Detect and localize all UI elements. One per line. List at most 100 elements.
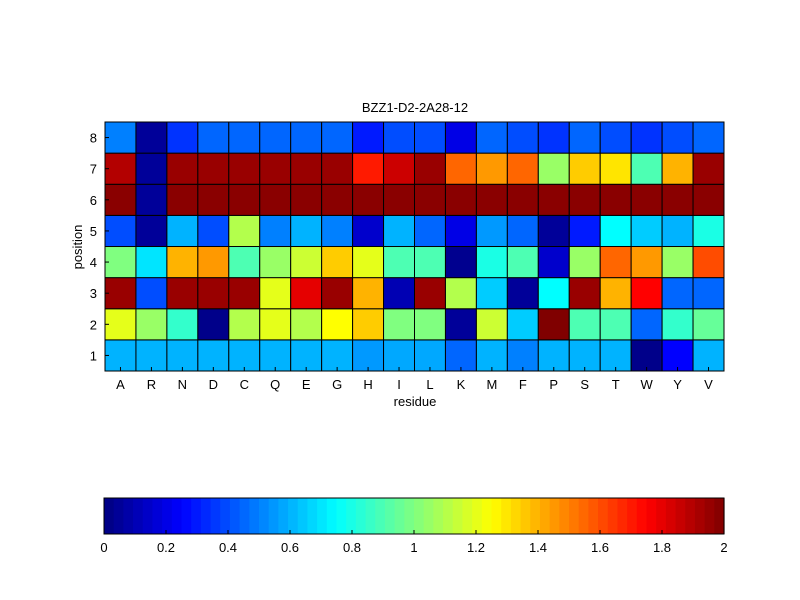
heatmap-cell-P-7 — [537, 152, 570, 185]
heatmap-cell-A-4 — [104, 246, 137, 279]
heatmap-cell-Q-6 — [259, 183, 292, 216]
colorbar-segment — [355, 498, 367, 534]
x-tick-label: P — [549, 377, 558, 392]
colorbar-segment — [452, 498, 464, 534]
heatmap-cell-Q-2 — [259, 308, 292, 341]
colorbar-segment — [414, 498, 425, 534]
heatmap-cell-L-5 — [414, 214, 446, 248]
heatmap-cell-W-2 — [630, 308, 663, 341]
y-tick-label: 5 — [90, 224, 97, 239]
x-axis-label: residue — [394, 394, 437, 409]
heatmap-cell-W-4 — [630, 246, 663, 279]
y-tick-label: 8 — [90, 131, 97, 146]
colorbar-segment — [520, 498, 531, 534]
heatmap-cell-I-8 — [383, 121, 415, 154]
heatmap-cell-L-6 — [414, 183, 446, 216]
colorbar-segment — [336, 498, 347, 534]
colorbar-segment — [384, 498, 396, 534]
colorbar-segment — [133, 498, 144, 534]
heatmap-cell-I-7 — [383, 152, 415, 185]
heatmap-cell-H-5 — [352, 214, 385, 248]
heatmap-cell-I-4 — [383, 246, 415, 279]
colorbar-segment — [481, 498, 493, 534]
heatmap-cell-Q-8 — [259, 121, 292, 154]
colorbar-segment — [646, 498, 657, 534]
colorbar-segment — [588, 498, 599, 534]
heatmap-cell-M-2 — [475, 308, 508, 341]
colorbar-segment — [462, 498, 473, 534]
heatmap-cell-Q-5 — [259, 214, 292, 248]
x-tick-label: I — [397, 377, 401, 392]
colorbar-segment — [200, 498, 212, 534]
heatmap-cell-F-3 — [506, 277, 539, 310]
x-tick-label: A — [116, 377, 125, 392]
x-tick-label: F — [519, 377, 527, 392]
heatmap-cell-A-6 — [104, 183, 137, 216]
colorbar-segment — [569, 498, 580, 534]
heatmap-cell-G-6 — [321, 183, 354, 216]
colorbar-segment — [675, 498, 686, 534]
colorbar-tick-label: 0.2 — [157, 540, 175, 555]
heatmap-cell-V-2 — [692, 308, 725, 341]
heatmap-cell-M-7 — [475, 152, 508, 185]
heatmap-cell-G-5 — [321, 214, 354, 248]
colorbar-segment — [607, 498, 619, 534]
colorbar-tick-label: 1.6 — [591, 540, 609, 555]
heatmap-cell-G-2 — [321, 308, 354, 341]
heatmap-cell-M-3 — [475, 277, 508, 310]
heatmap-cell-D-6 — [197, 183, 230, 216]
heatmap-cell-L-3 — [414, 277, 446, 310]
colorbar-segment — [423, 498, 434, 534]
heatmap-cell-P-5 — [537, 214, 570, 248]
heatmap-cell-Q-7 — [259, 152, 292, 185]
colorbar-segment — [181, 498, 192, 534]
colorbar-segment — [229, 498, 241, 534]
heatmap-cell-W-3 — [630, 277, 663, 310]
heatmap-cell-V-5 — [692, 214, 725, 248]
heatmap-cell-N-7 — [166, 152, 199, 185]
heatmap-cell-L-8 — [414, 121, 446, 154]
x-tick-label: T — [612, 377, 620, 392]
heatmap-cell-A-2 — [104, 308, 137, 341]
heatmap-cell-R-6 — [135, 183, 168, 216]
heatmap-cell-Y-7 — [661, 152, 694, 185]
heatmap-cell-S-1 — [568, 339, 601, 372]
heatmap-cell-G-4 — [321, 246, 354, 279]
colorbar-segment — [307, 498, 318, 534]
heatmap-cell-M-1 — [475, 339, 508, 372]
colorbar-segment — [123, 498, 134, 534]
colorbar-segment — [288, 498, 299, 534]
heatmap-cell-L-2 — [414, 308, 446, 341]
heatmap-cell-S-3 — [568, 277, 601, 310]
heatmap-cell-S-5 — [568, 214, 601, 248]
heatmap-cell-T-7 — [599, 152, 632, 185]
heatmap-cell-W-1 — [630, 339, 663, 372]
colorbar-segment — [530, 498, 541, 534]
heatmap-cell-F-1 — [506, 339, 539, 372]
colorbar-segment — [627, 498, 638, 534]
heatmap-cell-K-1 — [444, 339, 477, 372]
heatmap-cell-H-1 — [352, 339, 385, 372]
x-tick-label: L — [426, 377, 433, 392]
heatmap-cell-C-6 — [228, 183, 261, 216]
heatmap-cell-E-1 — [290, 339, 323, 372]
colorbar-segment — [472, 498, 483, 534]
heatmap-cell-Y-2 — [661, 308, 694, 341]
heatmap-cell-Q-1 — [259, 339, 292, 372]
heatmap-cell-K-7 — [444, 152, 477, 185]
heatmap-cell-F-5 — [506, 214, 539, 248]
heatmap-cell-R-8 — [135, 121, 168, 154]
heatmap-cell-N-2 — [166, 308, 199, 341]
heatmap-cell-L-7 — [414, 152, 446, 185]
colorbar-segment — [113, 498, 124, 534]
heatmap-cell-M-5 — [475, 214, 508, 248]
heatmap-cell-R-5 — [135, 214, 168, 248]
colorbar-segment — [559, 498, 570, 534]
x-tick-label: Q — [270, 377, 280, 392]
colorbar: 0 0.2 0.4 0.6 0.8 1 1.2 1.4 1.6 1.8 2 — [100, 497, 728, 555]
colorbar-segment — [598, 498, 609, 534]
heatmap-cell-D-2 — [197, 308, 230, 341]
heatmap-cell-S-8 — [568, 121, 601, 154]
heatmap-cell-I-3 — [383, 277, 415, 310]
heatmap-cell-M-8 — [475, 121, 508, 154]
